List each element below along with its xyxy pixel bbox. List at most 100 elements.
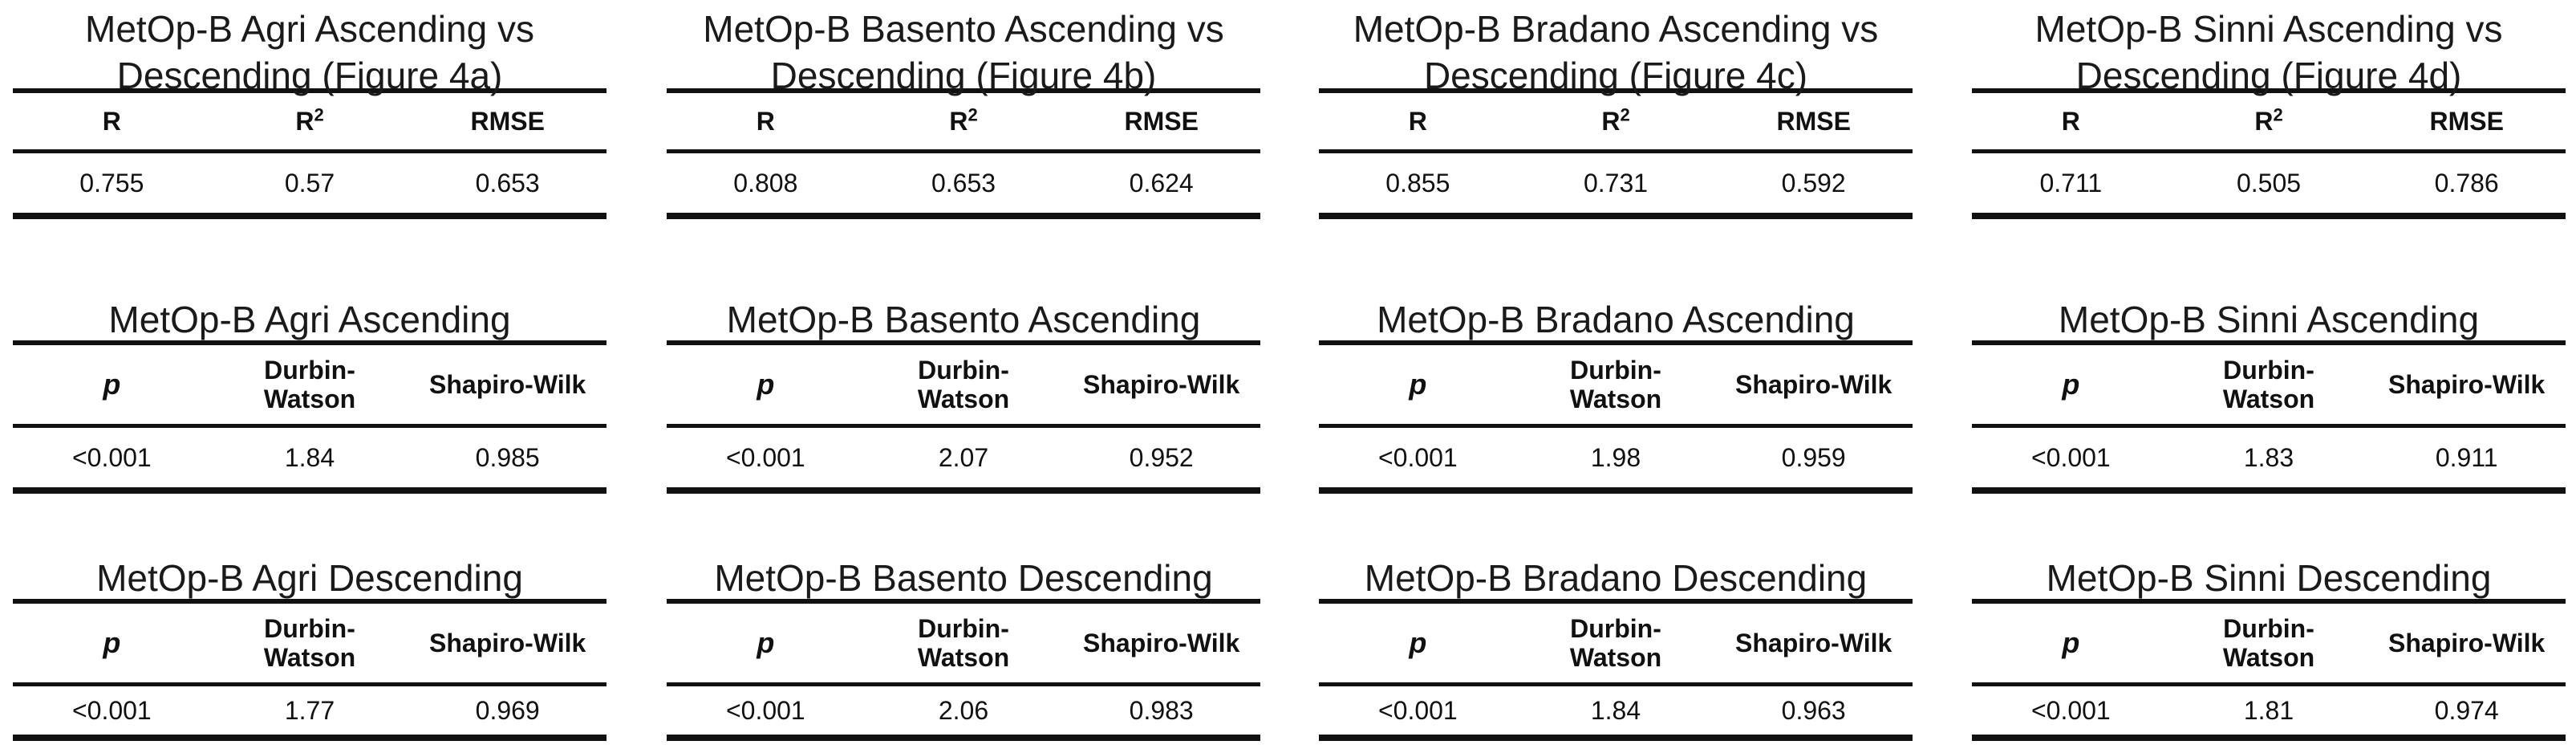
table-title: MetOp-B Bradano Ascending (1377, 299, 1855, 340)
top-rule (667, 599, 1260, 604)
header-p: p (757, 368, 775, 401)
bottom-rule (1319, 735, 1913, 741)
value-p: <0.001 (2030, 442, 2111, 472)
value-p: <0.001 (2030, 695, 2111, 725)
value-shapiro-wilk: 0.952 (1129, 442, 1194, 472)
table-row: 0.711 0.505 0.786 (1972, 153, 2566, 213)
header-r: R (1408, 107, 1427, 136)
header-shapiro-wilk: Shapiro-Wilk (429, 370, 586, 399)
value-p: <0.001 (71, 442, 152, 472)
value-r2: 0.505 (2236, 168, 2302, 197)
bottom-rule (1972, 487, 2566, 494)
header-durbin-watson: Durbin- Watson (1569, 356, 1662, 413)
table-title: MetOp-B Bradano Descending (1364, 557, 1868, 599)
table-row: <0.001 2.07 0.952 (667, 428, 1260, 487)
value-r2: 0.653 (931, 168, 996, 197)
top-rule (667, 88, 1260, 93)
value-shapiro-wilk: 0.985 (475, 442, 540, 472)
value-durbin-watson: 1.81 (2243, 695, 2294, 725)
bottom-rule (13, 213, 606, 219)
header-row: R R2 RMSE (667, 93, 1260, 149)
value-shapiro-wilk: 0.959 (1781, 442, 1846, 472)
header-rmse: RMSE (2429, 107, 2504, 136)
value-rmse: 0.653 (475, 168, 540, 197)
header-row: R R2 RMSE (13, 93, 606, 149)
value-r: 0.711 (2039, 168, 2103, 197)
header-p: p (2062, 368, 2080, 401)
value-p: <0.001 (71, 695, 152, 725)
value-r: 0.855 (1385, 168, 1450, 197)
bottom-rule (667, 487, 1260, 494)
value-shapiro-wilk: 0.911 (2435, 442, 2498, 472)
table-row: <0.001 1.83 0.911 (1972, 428, 2566, 487)
top-rule (13, 599, 606, 604)
bottom-rule (13, 487, 606, 494)
value-durbin-watson: 1.84 (1590, 695, 1641, 725)
header-rule (1972, 424, 2566, 428)
header-durbin-watson: Durbin- Watson (1569, 614, 1662, 672)
header-rule (667, 682, 1260, 686)
value-shapiro-wilk: 0.983 (1129, 695, 1194, 725)
value-rmse: 0.624 (1129, 168, 1194, 197)
table-title: MetOp-B Basento Descending (714, 557, 1213, 599)
header-shapiro-wilk: Shapiro-Wilk (1083, 370, 1240, 399)
value-durbin-watson: 2.07 (938, 442, 989, 472)
header-r2: R2 (2254, 104, 2283, 136)
value-p: <0.001 (725, 442, 805, 472)
table-title: MetOp-B Agri Descending (96, 557, 523, 599)
table-title: MetOp-B Agri Ascending (108, 299, 511, 340)
header-rule (667, 149, 1260, 153)
header-rmse: RMSE (1124, 107, 1199, 136)
top-rule (1319, 88, 1913, 93)
header-rule (667, 424, 1260, 428)
header-p: p (757, 626, 775, 659)
header-row: p Durbin- Watson Shapiro-Wilk (667, 604, 1260, 682)
header-shapiro-wilk: Shapiro-Wilk (1735, 370, 1892, 399)
table-row: <0.001 2.06 0.983 (667, 686, 1260, 735)
table-title-line2: Descending (Figure 4d) (2075, 55, 2462, 96)
header-row: p Durbin- Watson Shapiro-Wilk (667, 345, 1260, 424)
value-p: <0.001 (725, 695, 805, 725)
table-title-line1: MetOp-B Basento Ascending vs (703, 8, 1224, 50)
value-r: 0.755 (79, 168, 144, 197)
table-row: <0.001 1.98 0.959 (1319, 428, 1913, 487)
header-shapiro-wilk: Shapiro-Wilk (1083, 629, 1240, 657)
value-shapiro-wilk: 0.974 (2434, 695, 2499, 725)
table-row: 0.808 0.653 0.624 (667, 153, 1260, 213)
header-rmse: RMSE (470, 107, 545, 136)
header-rule (13, 424, 606, 428)
header-rule (1319, 149, 1913, 153)
top-rule (667, 340, 1260, 345)
header-row: R R2 RMSE (1972, 93, 2566, 149)
header-durbin-watson: Durbin- Watson (263, 356, 356, 413)
header-durbin-watson: Durbin- Watson (2222, 614, 2315, 672)
value-r: 0.808 (733, 168, 798, 197)
table-title-line2: Descending (Figure 4c) (1423, 55, 1808, 96)
value-r2: 0.731 (1583, 168, 1649, 197)
bottom-rule (13, 735, 606, 741)
header-shapiro-wilk: Shapiro-Wilk (1735, 629, 1892, 657)
table-title-line1: MetOp-B Agri Ascending vs (85, 8, 534, 50)
top-rule (1972, 88, 2566, 93)
bottom-rule (667, 213, 1260, 219)
header-row: p Durbin- Watson Shapiro-Wilk (1319, 604, 1913, 682)
table-row: 0.755 0.57 0.653 (13, 153, 606, 213)
ascending-table: MetOp-B Agri Ascending p Durbin- Watson S… (13, 295, 606, 494)
value-durbin-watson: 1.77 (284, 695, 335, 725)
header-r2: R2 (949, 104, 978, 136)
header-durbin-watson: Durbin- Watson (917, 356, 1010, 413)
table-title-line2: Descending (Figure 4b) (770, 55, 1157, 96)
header-rule (1972, 682, 2566, 686)
table-title-line2: Descending (Figure 4a) (116, 55, 503, 96)
table-row: <0.001 1.84 0.963 (1319, 686, 1913, 735)
value-durbin-watson: 1.83 (2243, 442, 2294, 472)
table-row: <0.001 1.77 0.969 (13, 686, 606, 735)
table-title: MetOp-B Basento Ascending (726, 299, 1201, 340)
bottom-rule (667, 735, 1260, 741)
table-title-line1: MetOp-B Sinni Ascending vs (2034, 8, 2503, 50)
header-shapiro-wilk: Shapiro-Wilk (2388, 629, 2546, 657)
header-p: p (2062, 626, 2080, 659)
header-rule (13, 149, 606, 153)
header-r: R (102, 107, 121, 136)
header-rule (1319, 682, 1913, 686)
